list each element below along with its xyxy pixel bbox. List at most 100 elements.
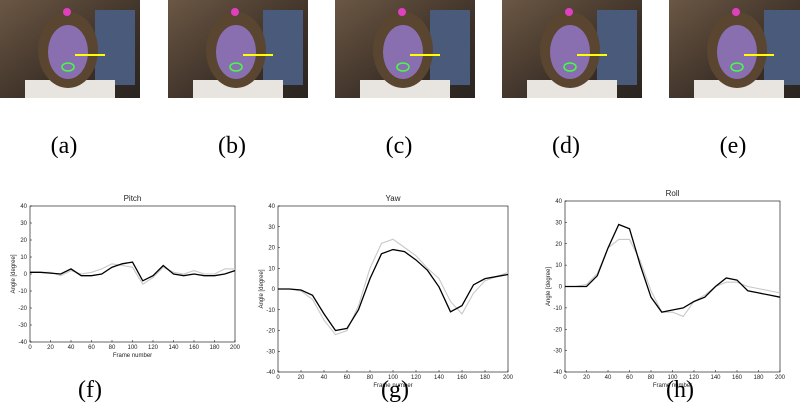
pose-marker: [732, 8, 740, 16]
x-tick-label: 40: [321, 375, 328, 381]
x-tick-label: 40: [68, 345, 75, 351]
x-tick-label: 200: [503, 375, 514, 381]
y-tick-label: 30: [268, 225, 275, 231]
y-tick-label: 0: [272, 287, 276, 293]
plot-area: [277, 205, 509, 373]
panel-label: (h): [666, 377, 694, 403]
panel-label: (c): [386, 133, 413, 159]
x-tick-label: 20: [298, 375, 305, 381]
y-tick-label: 20: [268, 246, 275, 252]
photo: [335, 0, 475, 98]
face: [48, 25, 88, 79]
y-axis-label: Angle [degree]: [259, 269, 265, 308]
y-tick-label: -10: [18, 289, 27, 295]
y-tick-label: -40: [553, 370, 562, 376]
bookshelf: [764, 10, 800, 85]
shirt: [193, 80, 283, 98]
y-tick-label: 20: [20, 238, 27, 244]
x-tick-label: 80: [367, 375, 374, 381]
y-tick-label: 30: [20, 221, 27, 227]
line-series: [278, 238, 509, 336]
x-tick-label: 140: [434, 375, 445, 381]
x-tick-label: 0: [28, 345, 32, 351]
face: [717, 25, 757, 79]
mouth-landmark: [61, 62, 75, 72]
y-tick-label: 10: [555, 263, 562, 269]
chart: 0 20 40 60 80 100 120 140 160 180 200 -40 -30 -20 -10 0…: [11, 194, 241, 359]
mouth-landmark: [563, 62, 577, 72]
x-tick-label: 200: [230, 345, 241, 351]
x-tick-label: 180: [209, 345, 220, 351]
mouth-landmark: [229, 62, 243, 72]
face: [216, 25, 256, 79]
y-tick-label: -20: [266, 329, 275, 335]
x-tick-label: 0: [276, 375, 280, 381]
y-tick-label: 10: [20, 255, 27, 261]
shirt: [360, 80, 450, 98]
y-tick-label: -30: [553, 349, 562, 355]
shirt: [694, 80, 784, 98]
bookshelf: [263, 10, 303, 85]
x-tick-label: 180: [753, 375, 764, 381]
shirt: [25, 80, 115, 98]
bookshelf: [95, 10, 135, 85]
pose-marker: [398, 8, 406, 16]
x-tick-label: 160: [732, 375, 743, 381]
y-tick-label: 20: [555, 242, 562, 248]
chart-title: Roll: [666, 189, 680, 198]
x-tick-label: 120: [411, 375, 422, 381]
y-axis-label: Angle [degree]: [11, 254, 17, 293]
x-tick-label: 40: [605, 375, 612, 381]
panel-label: (d): [552, 133, 580, 159]
y-axis-label: Angle [degree]: [546, 267, 552, 306]
chart-title: Pitch: [124, 194, 142, 203]
photo: [0, 0, 140, 98]
mouth-landmark: [730, 62, 744, 72]
y-tick-label: 40: [555, 199, 562, 205]
pose-marker: [231, 8, 239, 16]
y-tick-label: 40: [268, 204, 275, 210]
shirt: [527, 80, 617, 98]
photo: [168, 0, 308, 98]
x-tick-label: 140: [168, 345, 179, 351]
y-tick-label: 0: [559, 285, 563, 291]
x-tick-label: 120: [148, 345, 159, 351]
x-axis-label: Frame number: [373, 383, 412, 389]
x-tick-label: 80: [648, 375, 655, 381]
pose-marker: [63, 8, 71, 16]
face: [383, 25, 423, 79]
panel-label: (b): [218, 133, 246, 159]
x-tick-label: 100: [127, 345, 138, 351]
y-tick-label: -20: [553, 327, 562, 333]
y-tick-label: -30: [18, 323, 27, 329]
mouth-landmark: [396, 62, 410, 72]
y-tick-label: -40: [266, 370, 275, 376]
x-tick-label: 200: [775, 375, 786, 381]
panel-label: (e): [720, 133, 747, 159]
line-series: [30, 261, 236, 282]
pose-marker: [565, 8, 573, 16]
x-tick-label: 120: [689, 375, 700, 381]
y-tick-label: -20: [18, 306, 27, 312]
x-tick-label: 20: [583, 375, 590, 381]
bookshelf: [430, 10, 470, 85]
photo: [669, 0, 800, 98]
x-tick-label: 20: [47, 345, 54, 351]
chart: 0 20 40 60 80 100 120 140 160 180 200 -40 -30 -20 -10 0…: [546, 189, 786, 389]
panel-label: (g): [381, 377, 409, 403]
x-tick-label: 60: [626, 375, 633, 381]
panel-label: (a): [51, 133, 78, 159]
y-tick-label: -30: [266, 349, 275, 355]
photo: [502, 0, 642, 98]
x-tick-label: 160: [457, 375, 468, 381]
x-tick-label: 180: [480, 375, 491, 381]
y-tick-label: 40: [20, 204, 27, 210]
x-tick-label: 100: [388, 375, 399, 381]
x-axis-label: Frame number: [653, 383, 692, 389]
y-tick-label: 0: [24, 272, 28, 278]
y-tick-label: -10: [266, 308, 275, 314]
x-tick-label: 60: [88, 345, 95, 351]
x-axis-label: Frame number: [113, 353, 152, 359]
x-tick-label: 100: [667, 375, 678, 381]
